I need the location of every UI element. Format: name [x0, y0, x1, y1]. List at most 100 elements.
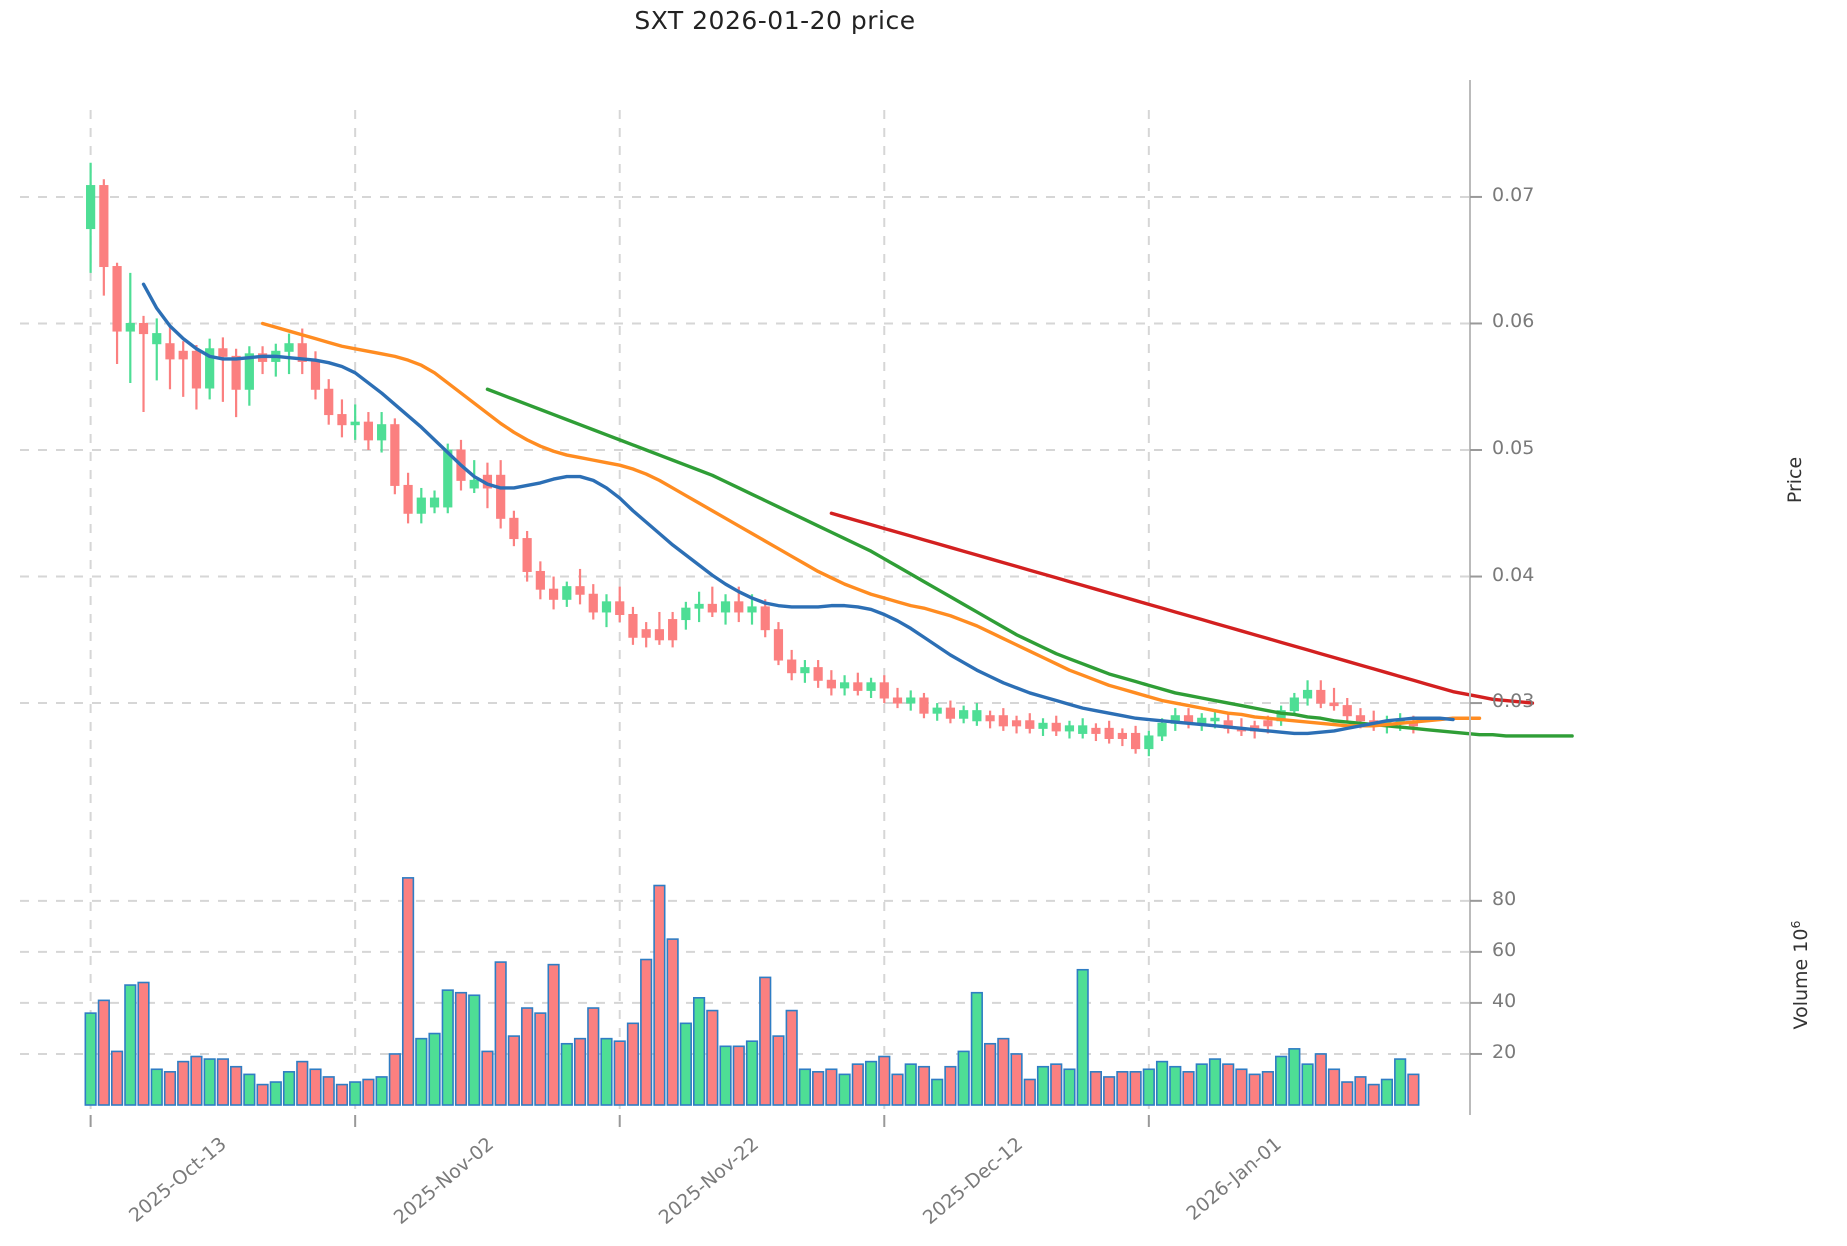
volume-bar — [1116, 1071, 1129, 1106]
volume-bar — [997, 1037, 1010, 1106]
volume-bar — [970, 991, 983, 1106]
volume-bar — [84, 1012, 97, 1106]
candle-body — [443, 449, 453, 508]
candle-body — [205, 348, 215, 389]
volume-bar — [1103, 1076, 1116, 1106]
candle-body — [86, 185, 96, 230]
candle-body — [1091, 727, 1101, 734]
candle-body — [1316, 689, 1326, 704]
volume-bar — [494, 961, 507, 1106]
candle-body — [575, 586, 585, 595]
candle-body — [1263, 720, 1273, 727]
candle-body — [853, 682, 863, 691]
volume-axis-exponent: 6 — [1787, 920, 1803, 929]
candle-body — [125, 322, 135, 332]
volume-bar — [1367, 1083, 1380, 1106]
candle-body — [720, 601, 731, 613]
candle-body — [297, 343, 307, 362]
candle-body — [773, 629, 784, 661]
volume-bar — [640, 958, 653, 1106]
candle-body — [734, 601, 744, 613]
candle-body — [1064, 725, 1075, 732]
candle-body — [244, 353, 254, 390]
volume-bar — [1155, 1060, 1169, 1106]
volume-bar — [110, 1050, 124, 1106]
candle-body — [1025, 720, 1035, 729]
volume-bar — [441, 989, 454, 1106]
volume-bar — [864, 1060, 878, 1106]
candle-body — [324, 388, 334, 416]
candle-body — [1342, 705, 1352, 717]
candle-body — [787, 659, 797, 674]
candle-body — [1038, 722, 1048, 729]
volume-tick-label-1: 60 — [1492, 938, 1517, 961]
candle-body — [932, 707, 942, 714]
volume-bar — [1142, 1068, 1155, 1106]
candle-body — [654, 629, 665, 641]
volume-bar — [282, 1071, 296, 1106]
price-tick-label-0: 0.07 — [1492, 183, 1535, 206]
candle-body — [1144, 735, 1154, 750]
volume-bar — [1129, 1071, 1142, 1106]
volume-bar — [1354, 1076, 1367, 1106]
price-axis-title: Price — [1784, 456, 1806, 504]
candle-body — [522, 538, 532, 572]
volume-bar — [1261, 1071, 1274, 1106]
volume-bar — [1208, 1058, 1222, 1106]
volume-bar — [745, 1040, 759, 1106]
candle-body — [138, 322, 149, 335]
volume-bar — [917, 1065, 931, 1106]
ma-line-red — [829, 511, 1535, 705]
price-tick-label-2: 0.05 — [1492, 437, 1535, 459]
candle-body — [892, 697, 903, 704]
volume-bar — [1380, 1078, 1394, 1106]
price-tick-label-4: 0.03 — [1492, 690, 1535, 713]
candle-body — [1131, 732, 1141, 750]
volume-bar — [984, 1042, 997, 1106]
volume-bar — [825, 1068, 838, 1106]
volume-bar — [507, 1035, 520, 1106]
candle-body — [707, 603, 717, 613]
volume-bar — [1010, 1053, 1023, 1106]
candle-body — [1157, 722, 1167, 737]
moving-average-layer — [141, 282, 1574, 738]
candle-body — [231, 355, 241, 390]
candle-body — [152, 333, 162, 345]
candle-body — [972, 710, 982, 722]
chart-title: SXT 2026-01-20 price — [634, 6, 916, 35]
candle-body — [906, 697, 916, 704]
price-candles-layer — [86, 162, 1418, 757]
volume-bar — [600, 1037, 613, 1106]
volume-bar — [812, 1071, 825, 1106]
volume-bar — [1407, 1073, 1420, 1106]
volume-bar — [666, 938, 679, 1106]
volume-bar — [547, 963, 560, 1106]
volume-bar — [454, 991, 468, 1106]
candle-body — [694, 603, 704, 609]
candle-body — [1104, 727, 1114, 739]
candle-body — [641, 629, 651, 638]
candle-body — [959, 710, 969, 719]
volume-bar — [349, 1081, 362, 1106]
volume-bar — [243, 1073, 256, 1106]
volume-bar — [931, 1078, 944, 1106]
volume-bar — [481, 1050, 494, 1106]
volume-bar — [388, 1053, 401, 1106]
volume-bar — [1288, 1048, 1301, 1106]
volume-bar — [838, 1073, 851, 1106]
volume-bar — [719, 1045, 732, 1106]
volume-bar — [904, 1063, 917, 1106]
candle-body — [826, 679, 836, 689]
candle-body — [879, 682, 889, 699]
volume-bar — [1076, 968, 1089, 1106]
volume-bar — [415, 1037, 428, 1106]
volume-bar — [1222, 1063, 1235, 1106]
tick-marks-layer — [89, 195, 1482, 1127]
volume-bar — [1023, 1078, 1036, 1106]
candle-body — [509, 517, 519, 540]
candle-body — [403, 484, 413, 514]
candle-body — [1289, 697, 1299, 712]
candle-body — [310, 360, 321, 390]
volume-bar — [1341, 1081, 1354, 1106]
